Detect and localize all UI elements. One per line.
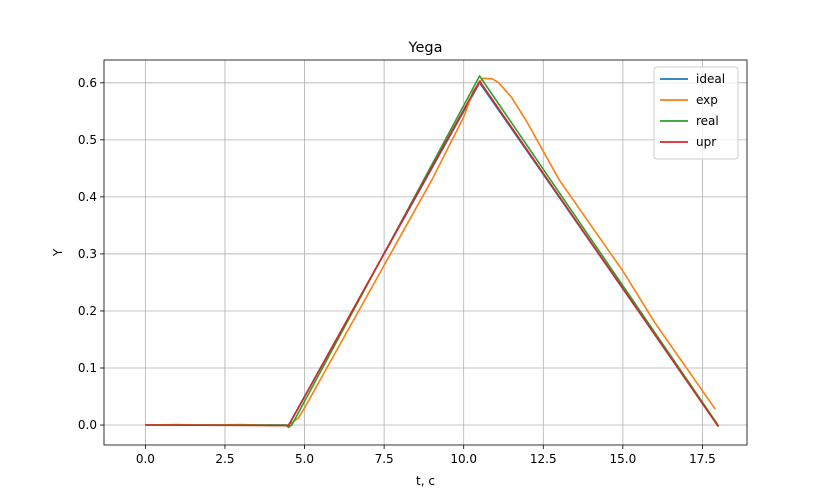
legend-label-upr: upr [696,135,716,149]
y-tick-label: 0.6 [78,76,97,90]
legend-label-ideal: ideal [696,72,725,86]
y-tick-label: 0.2 [78,304,97,318]
y-axis-label: Y [51,248,65,257]
legend-label-real: real [696,114,719,128]
x-tick-label: 12.5 [530,452,557,466]
y-tick-label: 0.1 [78,361,97,375]
y-tick-label: 0.0 [78,418,97,432]
x-axis-label: t, c [416,474,435,488]
x-tick-label: 2.5 [215,452,234,466]
plot-lines [145,75,720,429]
x-tick-label: 7.5 [375,452,394,466]
x-tick-label: 0.0 [136,452,155,466]
chart-title: Yega [408,40,443,56]
series-line-upr [145,80,720,428]
x-tick-label: 5.0 [295,452,314,466]
plot-frame [103,59,748,446]
legend-label-exp: exp [696,93,718,107]
y-tick-label: 0.3 [78,247,97,261]
x-tick-label: 17.5 [689,452,716,466]
y-tick-label: 0.4 [78,190,97,204]
axis-ticks: 0.0 2.5 5.0 7.5 10.0 12.5 15.0 17.5 0.0 0.1 0.2 0.3… [78,76,716,466]
x-tick-label: 10.0 [450,452,477,466]
legend: ideal exp real upr [653,66,739,160]
y-tick-label: 0.5 [78,133,97,147]
legend-box [653,66,739,160]
x-tick-label: 15.0 [609,452,636,466]
